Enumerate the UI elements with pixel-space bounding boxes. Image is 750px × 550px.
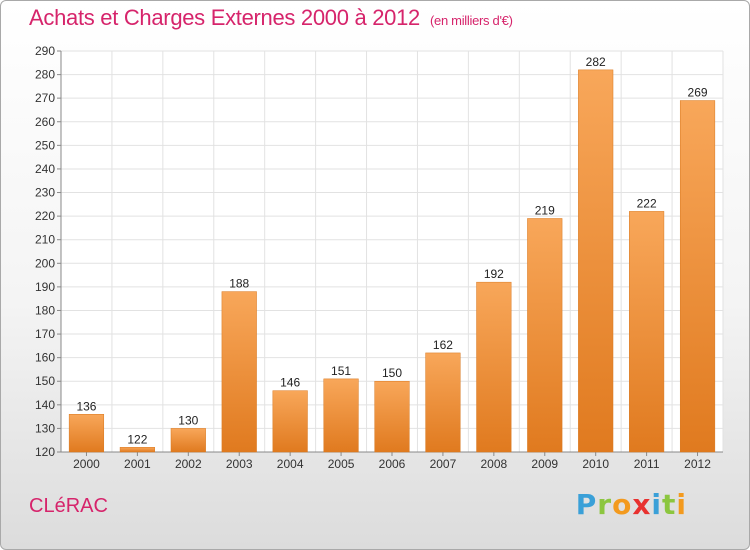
value-label: 162 (433, 338, 453, 352)
logo-letter: i (676, 488, 687, 521)
y-tick-label: 230 (35, 186, 55, 200)
bar (629, 211, 665, 453)
y-tick-label: 150 (35, 374, 55, 388)
value-label: 122 (127, 432, 147, 446)
bars (68, 69, 716, 453)
x-tick-label: 2003 (226, 457, 253, 471)
y-tick-label: 160 (35, 351, 55, 365)
value-label: 282 (586, 55, 606, 69)
bar (679, 100, 716, 453)
value-label: 130 (178, 413, 198, 427)
bar (170, 428, 206, 453)
y-tick-label: 120 (35, 445, 55, 459)
logo-letter: o (612, 488, 633, 521)
x-tick-label: 2007 (430, 457, 457, 471)
labels: 120 130 140 150 160 170 180 190 200 210 220 230 240 2… (35, 44, 711, 471)
x-tick-label: 2009 (531, 457, 558, 471)
bar (221, 291, 257, 453)
y-tick-label: 250 (35, 138, 55, 152)
logo-letter: i (651, 488, 662, 521)
x-tick-label: 2005 (328, 457, 355, 471)
value-label: 151 (331, 364, 351, 378)
town-name: CLéRAC (29, 495, 108, 517)
x-tick-label: 2011 (634, 457, 660, 471)
bar (323, 378, 359, 453)
value-label: 150 (382, 366, 402, 380)
y-tick-label: 210 (35, 233, 55, 247)
logo-letter: t (662, 488, 677, 521)
bar (527, 218, 563, 453)
x-tick-label: 2008 (480, 457, 507, 471)
bar (119, 447, 155, 453)
bar (476, 281, 512, 453)
y-tick-label: 180 (35, 303, 55, 317)
bar (272, 390, 308, 453)
chart-title: Achats et Charges Externes 2000 à 2012 (e… (29, 5, 513, 31)
logo-letter: r (597, 488, 613, 521)
x-tick-label: 2010 (582, 457, 609, 471)
x-tick-label: 2006 (379, 457, 406, 471)
unit-label: (en milliers d'€) (429, 13, 513, 28)
y-tick-label: 170 (35, 327, 55, 341)
logo-letter: x (632, 488, 652, 521)
value-label: 146 (280, 376, 300, 390)
y-tick-label: 240 (35, 162, 55, 176)
value-label: 188 (229, 277, 249, 291)
y-tick-label: 140 (35, 398, 55, 412)
y-tick-label: 130 (35, 421, 55, 435)
value-label: 192 (484, 267, 504, 281)
value-label: 222 (637, 196, 657, 210)
y-tick-label: 260 (35, 115, 55, 129)
y-tick-label: 280 (35, 68, 55, 82)
x-tick-label: 2000 (73, 457, 100, 471)
x-tick-label: 2004 (277, 457, 304, 471)
chart-title-text: Achats et Charges Externes 2000 à 2012 (29, 5, 420, 30)
y-tick-label: 270 (35, 91, 55, 105)
y-tick-label: 190 (35, 280, 55, 294)
x-tick-label: 2012 (684, 457, 711, 471)
proxiti-logo[interactable]: Proxiti (576, 488, 687, 521)
bar (374, 380, 410, 453)
bar (578, 69, 614, 453)
bar (68, 414, 105, 453)
y-tick-label: 200 (35, 256, 55, 270)
y-tick-label: 220 (35, 209, 55, 223)
bar (425, 352, 461, 453)
value-label: 136 (76, 399, 96, 413)
logo-letter: P (575, 488, 598, 521)
x-tick-label: 2001 (124, 457, 151, 471)
y-tick-label: 290 (35, 44, 55, 58)
x-tick-label: 2002 (175, 457, 202, 471)
value-label: 219 (535, 203, 555, 217)
value-label: 269 (688, 86, 708, 100)
